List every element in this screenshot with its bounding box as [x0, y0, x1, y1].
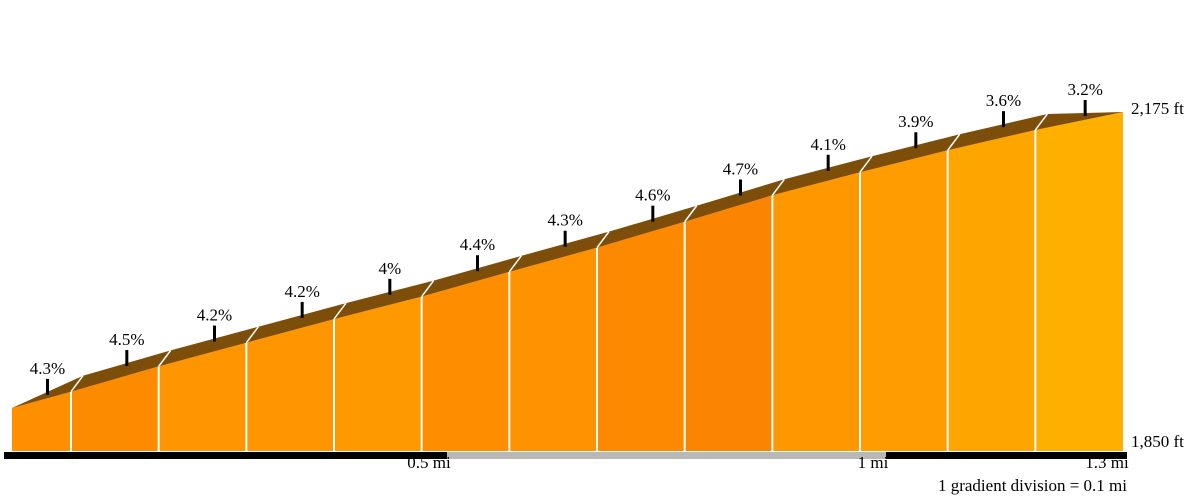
ridge-division-line: [158, 349, 172, 367]
ridge-band: [12, 112, 1123, 408]
profile-segment: [12, 391, 71, 451]
ridge-division-line: [684, 205, 698, 223]
gradient-division-footnote: 1 gradient division = 0.1 mi: [938, 476, 1127, 495]
gradient-label: 3.9%: [898, 112, 933, 131]
base-elevation-label: 1,850 ft: [1131, 432, 1184, 451]
gradient-label: 4.2%: [197, 306, 232, 325]
profile-segments: [12, 112, 1123, 452]
gradient-tick: [213, 325, 216, 342]
profile-segment: [684, 195, 773, 451]
ridge-division-line: [859, 155, 873, 173]
gradient-label: 4.1%: [810, 135, 845, 154]
gradient-tick: [563, 230, 567, 247]
ridge-division-line: [947, 133, 961, 151]
ridge-division-line: [70, 375, 84, 393]
gradient-tick: [1083, 100, 1087, 117]
gradient-tick: [651, 205, 655, 222]
profile-segment: [860, 150, 948, 452]
summit-elevation-label: 2,175 ft: [1131, 99, 1184, 118]
gradient-tick-marks: [46, 100, 1087, 395]
ridge-division-line: [508, 255, 522, 273]
gradient-label: 4.4%: [460, 235, 495, 254]
gradient-label: 4.6%: [635, 186, 670, 205]
gradient-label: 4.7%: [723, 160, 758, 179]
gradient-division-lines: [70, 130, 1037, 451]
ridge-division-line: [421, 280, 435, 298]
gradient-label: 4%: [378, 259, 401, 278]
distance-tick-half-mile: 0.5 mi: [407, 453, 451, 472]
gradient-tick: [1002, 111, 1005, 128]
distance-tick-end: 1.3 mi: [1085, 453, 1129, 472]
profile-segment: [597, 221, 685, 451]
gradient-tick: [914, 132, 918, 149]
gradient-label: 3.2%: [1067, 80, 1102, 99]
ridge-division-line: [333, 302, 347, 320]
profile-segment: [772, 172, 860, 451]
ridge-division-line: [1034, 113, 1048, 131]
gradient-tick: [826, 154, 830, 171]
profile-segment: [1035, 112, 1123, 451]
profile-segment: [421, 271, 510, 451]
gradient-tick: [300, 301, 304, 318]
profile-segment: [71, 366, 159, 451]
ridge-division-line: [596, 231, 610, 249]
profile-segment: [334, 296, 422, 451]
gradient-label: 3.6%: [986, 91, 1021, 110]
profile-segment: [246, 319, 334, 451]
distance-bar-section: [4, 452, 447, 459]
gradient-tick: [46, 378, 49, 395]
gradient-tick: [739, 179, 742, 196]
ridge-division-line: [771, 178, 785, 196]
profile-segment: [509, 247, 597, 451]
gradient-label: 4.3%: [547, 211, 582, 230]
distance-axis-bar: [4, 452, 1127, 459]
ridge-division-line: [245, 326, 259, 344]
gradient-tick: [125, 350, 129, 367]
gradient-label: 4.5%: [109, 330, 144, 349]
profile-segment: [158, 342, 247, 451]
gradient-label: 4.3%: [30, 359, 65, 378]
distance-tick-one-mile: 1 mi: [858, 453, 889, 472]
gradient-labels: 4.3% 4.5% 4.2% 4.2% 4% 4.4% 4.3% 4.6% 4.7% 4.1% 3.…: [30, 80, 1103, 378]
distance-bar-section: [886, 452, 1127, 459]
gradient-tick: [388, 278, 392, 295]
distance-bar-section: [447, 452, 886, 459]
profile-segment: [947, 130, 1036, 451]
gradient-tick: [476, 255, 479, 272]
gradient-label: 4.2%: [284, 282, 319, 301]
